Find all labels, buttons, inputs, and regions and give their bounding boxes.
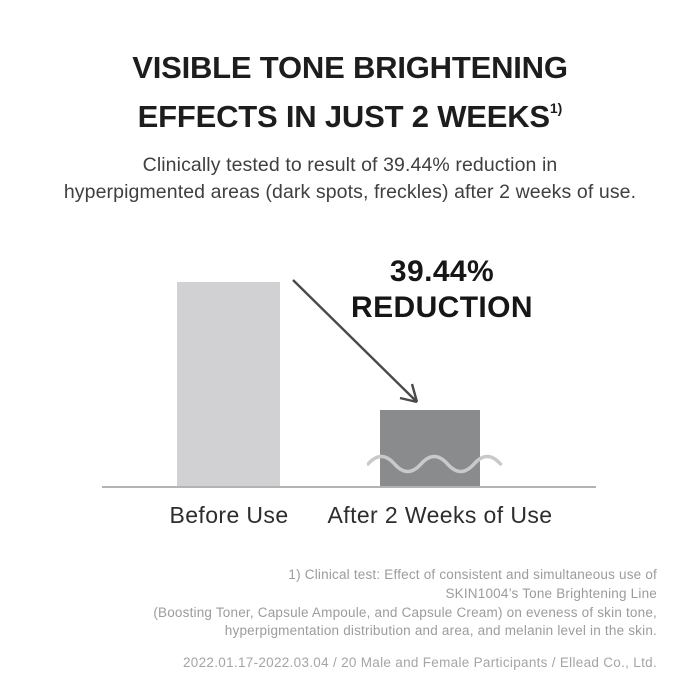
- bar-before-use: [177, 282, 280, 487]
- reduction-label: REDUCTION: [351, 291, 533, 324]
- footnote-line: hyperpigmentation distribution and area,…: [224, 623, 657, 639]
- page-title-line2: EFFECTS IN JUST 2 WEEKS: [137, 99, 550, 134]
- reduction-arrow-icon: [292, 279, 419, 404]
- footnote-line: SKIN1004’s Tone Brightening Line: [445, 585, 657, 601]
- category-label-after-use: After 2 Weeks of Use: [327, 502, 553, 528]
- subtitle: Clinically tested to result of 39.44% re…: [0, 152, 700, 206]
- reduction-value: 39.44%: [389, 255, 495, 288]
- subtitle-line1: Clinically tested to result of 39.44% re…: [142, 154, 558, 176]
- page-title-line1: VISIBLE TONE BRIGHTENING: [132, 50, 568, 85]
- page-title: VISIBLE TONE BRIGHTENING EFFECTS IN JUST …: [0, 48, 700, 137]
- footnote-marker: 1): [549, 100, 563, 116]
- chart-baseline: [102, 486, 596, 488]
- study-meta: 2022.01.17-2022.03.04 / 20 Male and Fema…: [183, 655, 657, 670]
- category-label-before-use: Before Use: [169, 502, 289, 528]
- clinical-footnote: 1) Clinical test: Effect of consistent a…: [37, 566, 657, 641]
- bar-after-use: [380, 410, 480, 487]
- subtitle-line2: hyperpigmented areas (dark spots, freckl…: [63, 181, 637, 203]
- footnote-line: (Boosting Toner, Capsule Ampoule, and Ca…: [153, 604, 657, 620]
- axis-break-wave-icon: [367, 454, 503, 474]
- footnote-line: 1) Clinical test: Effect of consistent a…: [288, 567, 657, 582]
- reduction-annotation: 39.44% REDUCTION: [347, 254, 537, 326]
